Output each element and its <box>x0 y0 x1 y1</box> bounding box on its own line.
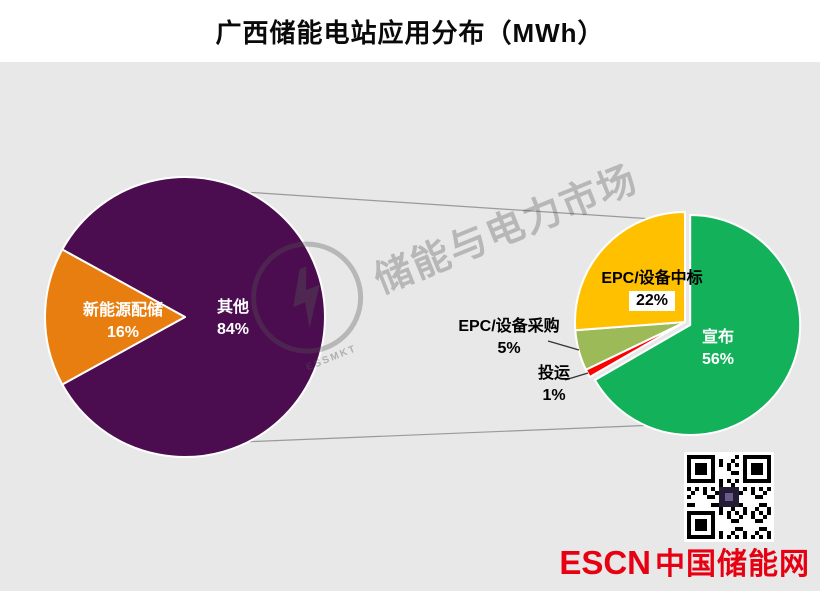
footer-brand-cn: 中国储能网 <box>655 548 810 581</box>
main-pie-slice-0 <box>61 176 326 458</box>
title-bar: 广西储能电站应用分布（MWh） <box>0 0 820 62</box>
footer-brand: ESCN 中国储能网 <box>559 539 810 583</box>
label-main-other: 其他 84% <box>193 297 273 340</box>
label-main-other-name: 其他 <box>216 299 249 316</box>
connector-line-bottom <box>248 424 648 443</box>
label-epc-award-pct: 22% <box>628 290 676 311</box>
label-main-renewable-name: 新能源配储 <box>82 302 163 319</box>
label-main-renewable: 新能源配储 16% <box>53 300 193 343</box>
label-operational: 投运 1% <box>521 363 587 406</box>
label-announced-pct: 56% <box>701 350 735 368</box>
leader-line-operational <box>564 372 589 381</box>
label-main-renewable-pct: 16% <box>106 323 140 341</box>
label-epc-procurement-pct: 5% <box>497 339 521 357</box>
label-main-other-pct: 84% <box>216 320 250 338</box>
label-announced: 宣布 56% <box>678 327 758 370</box>
label-operational-pct: 1% <box>542 386 566 404</box>
connector-line-top <box>248 191 648 220</box>
secondary-pie-slice-0 <box>593 214 802 436</box>
leader-line-epc-procurement <box>547 340 580 351</box>
footer-brand-en: ESCN <box>559 544 651 581</box>
label-epc-award-name: EPC/设备中标 <box>601 270 703 287</box>
label-epc-procurement-name: EPC/设备采购 <box>458 318 560 335</box>
main-pie-slice-1 <box>44 248 186 386</box>
label-epc-procurement: EPC/设备采购 5% <box>443 316 575 359</box>
qr-code <box>684 452 774 542</box>
qr-code-image <box>687 455 771 539</box>
chart-title: 广西储能电站应用分布（MWh） <box>215 17 605 48</box>
label-epc-award: EPC/设备中标 22% <box>582 268 722 311</box>
label-announced-name: 宣布 <box>701 329 734 346</box>
label-operational-name: 投运 <box>537 365 570 382</box>
